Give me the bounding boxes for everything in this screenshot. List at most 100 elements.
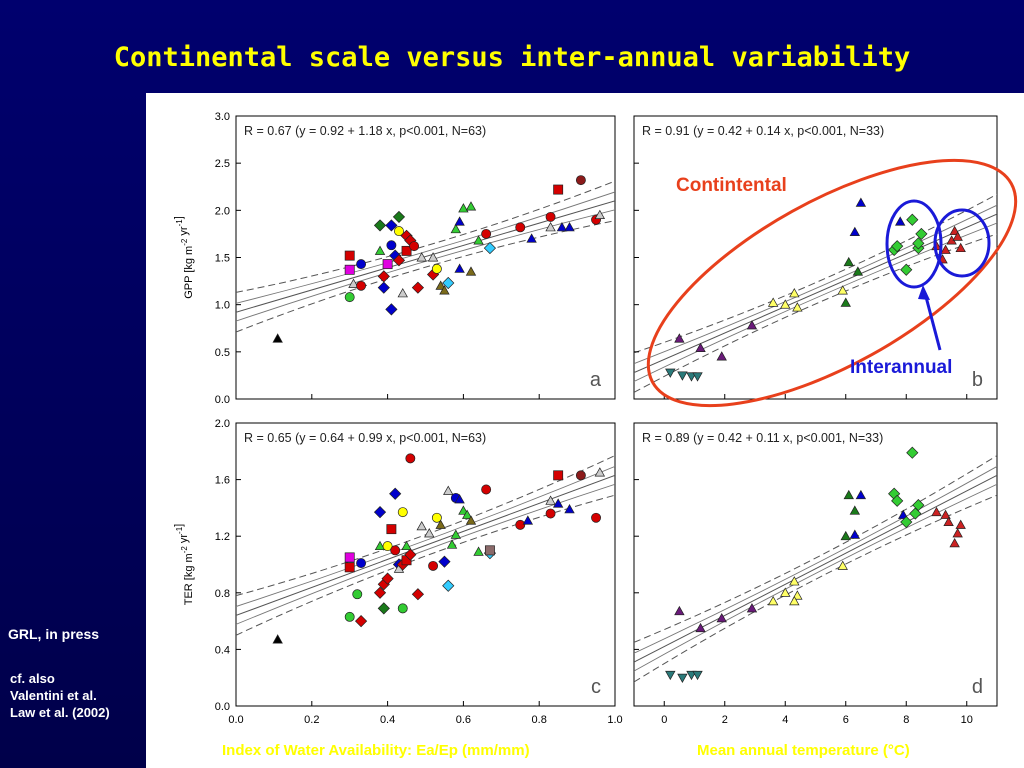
data-point: [789, 288, 800, 298]
data-point: [416, 520, 427, 531]
y-tick-label: 1.0: [215, 300, 230, 312]
y-tick-label: 0.5: [215, 347, 230, 359]
data-point: [855, 489, 867, 500]
data-point: [553, 184, 564, 195]
continental-label: Contintental: [676, 175, 787, 196]
annotation-layer: Contintental Interannual: [646, 158, 1018, 408]
plot-frame: [235, 422, 616, 707]
y-axis-label: TER [kg m-2 yr-1]: [173, 524, 195, 606]
data-point: [553, 470, 564, 481]
data-point: [837, 285, 848, 295]
data-point: [404, 548, 417, 561]
data-point: [840, 530, 851, 541]
data-point: [454, 216, 465, 226]
data-point: [855, 197, 867, 207]
data-point: [545, 211, 556, 222]
data-point: [377, 602, 390, 615]
data-point: [900, 263, 913, 276]
regression-stats: R = 0.67 (y = 0.92 + 1.18 x, p<0.001, N=…: [244, 124, 486, 138]
y-tick-label: 0.4: [215, 644, 230, 656]
y-tick-label: 1.2: [215, 531, 230, 543]
reference-law: Law et al. (2002): [10, 705, 110, 720]
x-tick-label: 4: [782, 714, 788, 726]
confidence-band-upper: [236, 455, 615, 597]
interannual-label: Interannual: [850, 357, 952, 378]
data-point: [955, 519, 966, 529]
cf-also-label: cf. also: [10, 671, 55, 686]
data-point: [416, 252, 427, 262]
data-point: [837, 560, 848, 570]
data-point: [397, 288, 408, 298]
data-point: [692, 372, 703, 382]
regression-stats: R = 0.91 (y = 0.42 + 0.14 x, p<0.001, N=…: [642, 124, 884, 138]
data-point: [556, 221, 568, 232]
data-point: [373, 506, 387, 519]
data-point: [442, 276, 455, 290]
data-point: [272, 333, 283, 343]
continental-ellipse: [646, 158, 1018, 408]
data-point: [424, 528, 435, 538]
data-point: [906, 446, 919, 459]
data-point: [677, 673, 688, 684]
data-point: [427, 252, 439, 262]
data-point: [438, 555, 451, 568]
data-point: [564, 503, 575, 514]
data-point: [515, 519, 526, 530]
data-point: [895, 216, 906, 226]
plot-panel-c: 0.0 0.4 0.8 1.2 1.6 2.0 0.0 0.2 0.4 0.6 0.8 1.0 TER …: [173, 418, 623, 726]
data-point: [344, 562, 355, 573]
data-point: [716, 612, 727, 623]
data-point: [677, 371, 688, 381]
data-point: [900, 515, 913, 529]
data-point: [915, 227, 928, 241]
plot-panel-d: 0 2 4 6 8 10 R = 0.89 (y = 0.42 + 0.11 x, p<0.…: [633, 422, 998, 726]
data-point: [564, 221, 575, 232]
confidence-band-upper: [634, 193, 997, 354]
data-point: [397, 603, 408, 614]
data-point: [843, 489, 854, 500]
data-point: [352, 589, 363, 600]
data-point: [373, 586, 387, 599]
x-tick-label: 0.2: [304, 714, 319, 726]
data-point: [952, 231, 963, 241]
x-tick-label: 0: [661, 714, 667, 726]
data-point: [843, 256, 854, 267]
slide-title: Continental scale versus inter-annual va…: [113, 42, 911, 73]
data-point: [458, 203, 469, 213]
regression-stats: R = 0.65 (y = 0.64 + 0.99 x, p<0.001, N=…: [244, 431, 486, 445]
panel-letter-b: b: [972, 369, 983, 391]
data-point: [849, 505, 861, 515]
data-point: [545, 495, 556, 505]
data-point: [411, 281, 425, 294]
y-tick-label: 0.8: [215, 588, 230, 600]
x-tick-label: 2: [722, 714, 728, 726]
data-point: [949, 225, 960, 236]
prediction-line-upper: [236, 191, 615, 304]
data-point: [952, 528, 963, 538]
y-tick-label: 0.0: [215, 394, 230, 406]
y-tick-label: 0.0: [215, 701, 230, 713]
data-point: [354, 615, 368, 628]
fit-lines: [236, 455, 615, 636]
x-tick-label: 0.4: [380, 714, 395, 726]
confidence-band-upper: [236, 180, 615, 293]
data-point: [789, 576, 800, 586]
x-tick-label: 6: [843, 714, 849, 726]
data-point: [665, 368, 676, 378]
data-point: [594, 209, 606, 220]
y-tick-label: 1.5: [215, 253, 230, 265]
data-point: [428, 560, 439, 571]
data-point: [575, 470, 586, 481]
data-point: [405, 453, 416, 464]
data-point: [374, 540, 386, 551]
y-tick-label: 2.0: [215, 205, 230, 217]
data-point: [386, 240, 397, 251]
data-point: [955, 242, 966, 253]
data-point: [552, 498, 564, 508]
y-axis-label: GPP [kg m-2 yr-1]: [173, 216, 195, 299]
data-point: [377, 281, 390, 294]
data-point: [746, 320, 758, 330]
data-point: [431, 263, 442, 274]
x-axis-caption-temperature: Mean annual temperature (°C): [697, 742, 910, 759]
confidence-band-lower: [236, 494, 615, 636]
